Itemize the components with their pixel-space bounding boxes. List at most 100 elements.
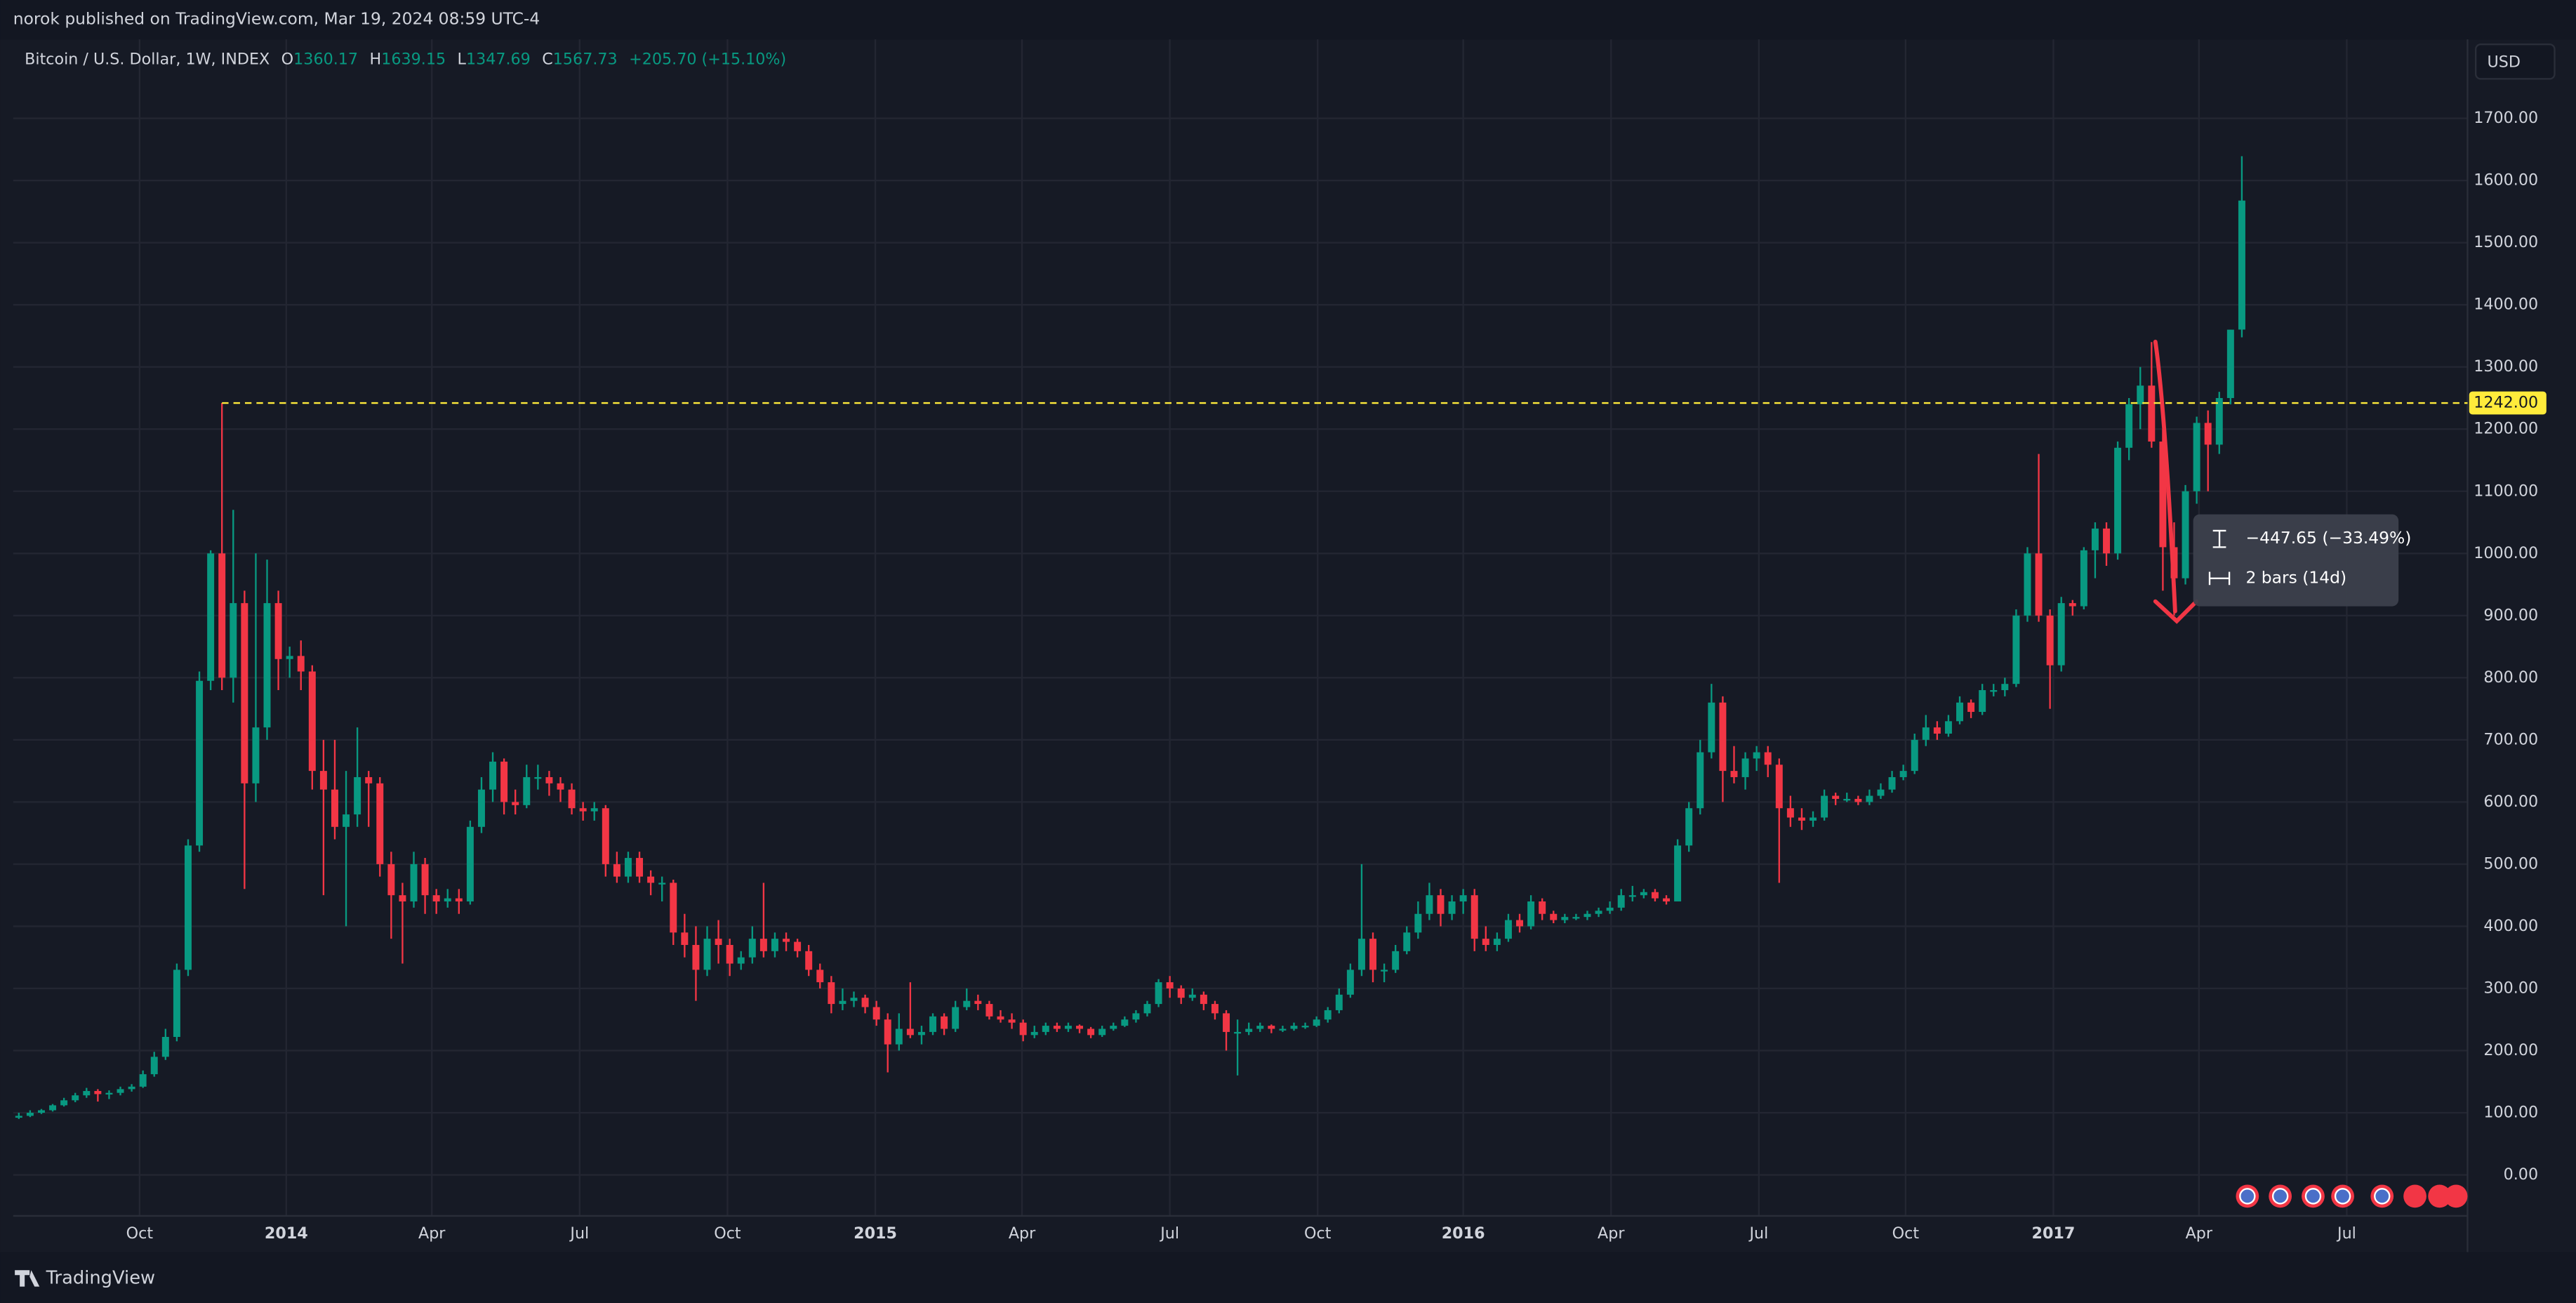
candle-body xyxy=(1516,920,1524,927)
y-tick-label: 400.00 xyxy=(2483,917,2538,935)
candle-body xyxy=(1719,702,1727,772)
candle-body xyxy=(455,898,463,902)
bars-icon xyxy=(2208,571,2231,586)
candle-body xyxy=(861,998,869,1007)
candle-body xyxy=(1944,721,1952,734)
candle-body xyxy=(1166,982,1174,988)
candle-body xyxy=(602,808,609,864)
candle-body xyxy=(1403,932,1411,951)
candle-body xyxy=(1030,1031,1038,1036)
candle-body xyxy=(1448,901,1456,914)
currency-button[interactable] xyxy=(2474,44,2556,80)
candle-body xyxy=(1810,817,1817,821)
candle-body xyxy=(1922,727,1930,740)
candle-body xyxy=(1132,1013,1140,1020)
candle-body xyxy=(354,776,361,815)
candle-body xyxy=(1346,970,1354,995)
symbol: Bitcoin / U.S. Dollar, 1W, INDEX xyxy=(25,50,270,68)
publisher: norok published on TradingView.com, Mar … xyxy=(13,9,540,29)
candle-body xyxy=(184,845,192,970)
candle-body xyxy=(952,1007,960,1029)
candles xyxy=(15,156,2245,1119)
legend-o: O xyxy=(281,50,294,68)
candle-body xyxy=(1685,808,1693,846)
candle-body xyxy=(26,1113,34,1116)
candle-body xyxy=(49,1105,57,1111)
candle-body xyxy=(1697,752,1704,809)
x-tick-label: 2014 xyxy=(265,1224,308,1243)
candle-body xyxy=(1956,702,1963,722)
candle-body xyxy=(444,898,451,902)
y-tick-label: 1200.00 xyxy=(2474,420,2538,438)
candle-body xyxy=(387,864,395,896)
candle-body xyxy=(150,1057,158,1075)
candle-body xyxy=(2012,615,2020,684)
candle-body xyxy=(1527,901,1535,927)
y-tick-label: 1500.00 xyxy=(2474,233,2538,251)
candle-body xyxy=(624,858,632,877)
candle-body xyxy=(2080,550,2087,607)
candle-body xyxy=(117,1089,124,1093)
candle-body xyxy=(2114,447,2122,554)
candle-body xyxy=(1392,951,1400,970)
candle-body xyxy=(1899,771,1907,777)
candle-body xyxy=(783,939,790,942)
candle-body xyxy=(1256,1026,1264,1029)
candle-body xyxy=(308,671,316,772)
legend-l: L xyxy=(458,50,467,68)
candle-body xyxy=(1854,798,1862,802)
candle-body xyxy=(2148,385,2156,442)
x-tick-label: Oct xyxy=(714,1224,741,1243)
candle-body xyxy=(60,1100,68,1106)
x-tick-label: Apr xyxy=(2186,1224,2213,1243)
y-tick-label: 1300.00 xyxy=(2474,357,2538,376)
candle-body xyxy=(2182,491,2189,578)
candle-body xyxy=(512,802,519,805)
candle-body xyxy=(1708,702,1715,753)
x-tick-label: Oct xyxy=(1304,1224,1332,1243)
candle-body xyxy=(466,826,474,902)
candle-body xyxy=(1911,739,1918,772)
legend-c-value: 1567.73 xyxy=(553,50,618,68)
y-tick-label: 300.00 xyxy=(2483,979,2538,997)
flag xyxy=(2403,1184,2426,1208)
candle-body xyxy=(1019,1022,1027,1036)
candle-body xyxy=(1414,913,1422,933)
x-tick-label: Apr xyxy=(1598,1224,1625,1243)
chart-pane xyxy=(0,39,2576,1252)
candle-body xyxy=(805,951,813,970)
candle-body xyxy=(1482,939,1489,945)
candle-body xyxy=(2125,404,2133,448)
candle-body xyxy=(1663,898,1671,902)
candle-body xyxy=(1584,913,1591,918)
candle-body xyxy=(230,603,237,678)
candle-body xyxy=(1504,920,1512,939)
candle-body xyxy=(1933,727,1941,734)
measure-bars: 2 bars (14d) xyxy=(2245,567,2346,587)
candle-body xyxy=(2091,528,2099,550)
candle-body xyxy=(2069,603,2076,607)
flag xyxy=(2444,1184,2468,1208)
candle-body xyxy=(771,939,778,951)
candle-body xyxy=(1279,1028,1287,1031)
candle-body xyxy=(139,1074,147,1087)
candle-body xyxy=(636,858,644,877)
candle-body xyxy=(161,1037,169,1057)
currency[interactable]: USD xyxy=(2488,53,2521,71)
candle-body xyxy=(613,864,620,877)
candle-body xyxy=(1493,939,1501,945)
x-tick-label: Jul xyxy=(1159,1224,1179,1243)
candle-body xyxy=(1866,795,1873,802)
legend-h: H xyxy=(370,50,382,68)
candle-body xyxy=(726,944,733,964)
candle-body xyxy=(94,1091,102,1094)
candle-body xyxy=(884,1019,891,1045)
candle-body xyxy=(1121,1019,1129,1026)
candle-body xyxy=(1979,690,1986,713)
candle-body xyxy=(1369,939,1377,970)
candle-body xyxy=(568,789,576,809)
candle-body xyxy=(1357,939,1365,970)
x-tick-label: 2017 xyxy=(2032,1224,2076,1243)
candle-body xyxy=(2035,553,2043,616)
candle-body xyxy=(365,776,373,783)
